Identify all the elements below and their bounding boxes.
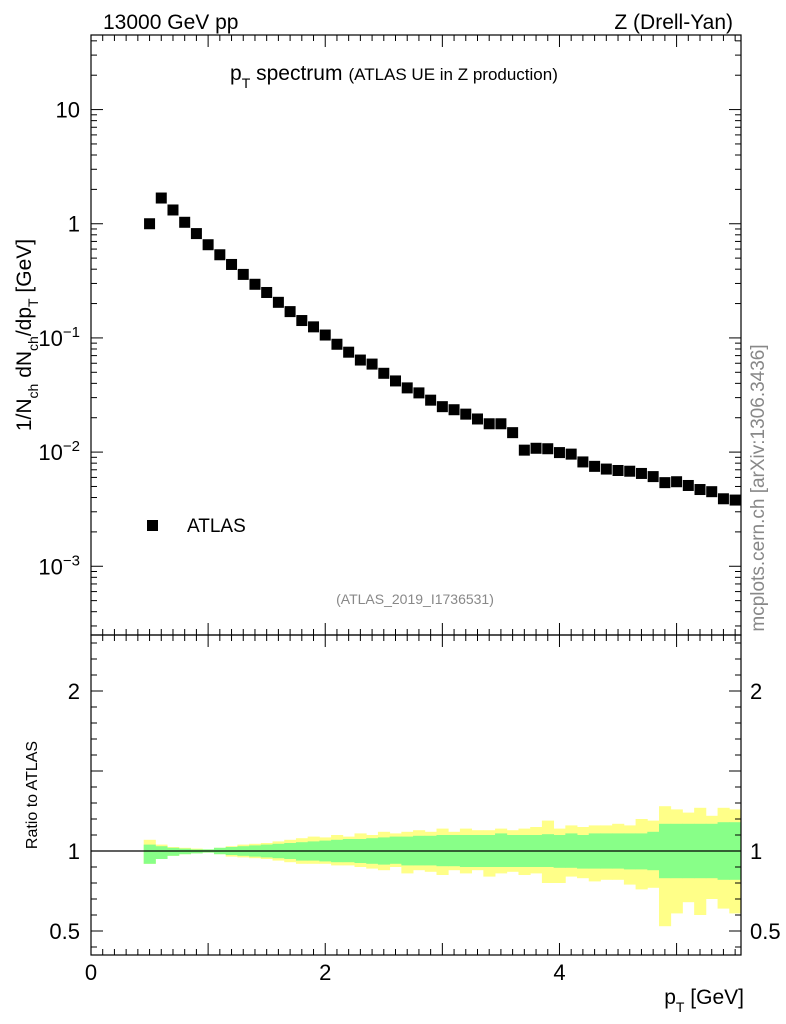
data-point bbox=[319, 329, 331, 341]
ratio-y-tick-label-left: 0.5 bbox=[49, 919, 80, 944]
data-point bbox=[589, 460, 601, 472]
ratio-y-tick-label-right: 1 bbox=[750, 839, 762, 864]
ratio-y-tick-label-right: 0.5 bbox=[750, 919, 781, 944]
mcplots-side-label: mcplots.cern.ch [arXiv:1306.3436] bbox=[748, 344, 769, 631]
data-point bbox=[237, 268, 249, 280]
data-point bbox=[155, 192, 167, 204]
atlas-data-series bbox=[144, 192, 741, 506]
data-point bbox=[729, 494, 741, 506]
data-point bbox=[296, 315, 308, 327]
ratio-panel-frame bbox=[90, 634, 742, 956]
data-point bbox=[284, 306, 296, 318]
data-point bbox=[483, 418, 495, 430]
data-point bbox=[354, 354, 366, 366]
ratio-y-axis-label: Ratio to ATLAS bbox=[24, 741, 41, 849]
data-point bbox=[671, 476, 683, 488]
data-point bbox=[635, 467, 647, 479]
plot-title: pT spectrum (ATLAS UE in Z production) bbox=[230, 62, 558, 91]
y-tick-label: 10−2 bbox=[38, 438, 80, 465]
inner-band-bin bbox=[389, 836, 402, 864]
data-point bbox=[717, 493, 729, 505]
energy-label: 13000 GeV pp bbox=[103, 11, 238, 34]
data-point bbox=[624, 465, 636, 477]
data-point bbox=[249, 278, 261, 290]
ratio-y-tick-label-left: 1 bbox=[68, 839, 80, 864]
analysis-reference-label: (ATLAS_2019_I1736531) bbox=[336, 591, 494, 607]
main-panel-frame bbox=[90, 34, 742, 636]
data-point bbox=[495, 418, 507, 430]
data-point bbox=[343, 346, 355, 358]
data-point bbox=[682, 479, 694, 491]
data-point bbox=[577, 456, 589, 468]
data-point bbox=[471, 413, 483, 425]
data-point bbox=[179, 216, 191, 228]
data-point bbox=[401, 382, 413, 394]
data-point bbox=[425, 394, 437, 406]
data-point bbox=[460, 408, 472, 420]
data-point bbox=[612, 464, 624, 476]
legend-label-atlas: ATLAS bbox=[187, 516, 246, 537]
inner-band-bin bbox=[155, 846, 168, 859]
legend-marker-atlas bbox=[147, 520, 158, 531]
x-tick-label: 0 bbox=[85, 960, 97, 985]
data-point bbox=[542, 443, 554, 455]
data-point bbox=[331, 338, 343, 350]
data-point bbox=[272, 296, 284, 308]
data-point bbox=[190, 228, 202, 240]
ratio-axis-ticks: 0 2 4 0.5 0.5 1 1 2 2 bbox=[49, 635, 781, 985]
y-tick-label: 10−3 bbox=[38, 552, 80, 579]
main-axis-ticks: 10 1 10−1 10−2 10−3 bbox=[38, 35, 741, 635]
data-point bbox=[530, 442, 542, 454]
data-point bbox=[214, 249, 226, 261]
ratio-y-tick-label-left: 2 bbox=[68, 679, 80, 704]
data-point bbox=[378, 367, 390, 379]
data-point bbox=[308, 321, 320, 333]
data-point bbox=[565, 448, 577, 460]
inner-band-bin bbox=[143, 844, 156, 864]
data-point bbox=[553, 447, 565, 459]
x-axis-label: pT [GeV] bbox=[664, 986, 744, 1015]
ratio-y-tick-label-right: 2 bbox=[750, 679, 762, 704]
data-point bbox=[706, 486, 718, 498]
y-tick-label: 10 bbox=[56, 98, 80, 123]
inner-band-bin bbox=[167, 847, 180, 856]
data-point bbox=[518, 444, 530, 456]
data-point bbox=[202, 239, 214, 251]
data-point bbox=[507, 427, 519, 439]
data-point bbox=[366, 358, 378, 370]
data-point bbox=[226, 258, 238, 270]
data-point bbox=[144, 218, 156, 230]
inner-band-bin bbox=[577, 835, 590, 869]
data-point bbox=[167, 204, 179, 216]
data-point bbox=[261, 286, 273, 298]
inner-band-bin bbox=[495, 833, 508, 867]
data-point bbox=[413, 387, 425, 399]
x-tick-label: 4 bbox=[553, 960, 565, 985]
x-tick-label: 2 bbox=[319, 960, 331, 985]
data-point bbox=[600, 463, 612, 475]
data-point bbox=[647, 471, 659, 483]
main-y-axis-label: 1/Nch dNch/dpT [GeV] bbox=[13, 239, 41, 431]
data-point bbox=[448, 404, 460, 416]
data-point bbox=[390, 375, 402, 387]
data-point bbox=[694, 484, 706, 496]
y-tick-label: 1 bbox=[68, 212, 80, 237]
data-point bbox=[436, 401, 448, 413]
process-label: Z (Drell-Yan) bbox=[614, 11, 733, 34]
y-tick-label: 10−1 bbox=[38, 324, 80, 351]
data-point bbox=[659, 477, 671, 489]
